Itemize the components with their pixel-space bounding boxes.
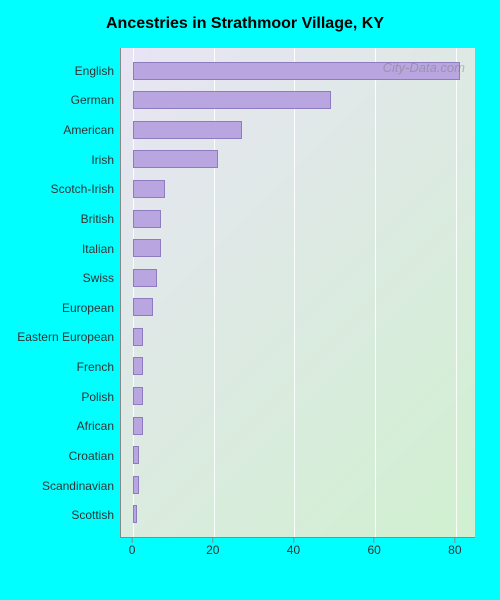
y-axis-label: Italian xyxy=(10,239,120,259)
bar xyxy=(133,210,161,228)
bar-row xyxy=(121,179,475,199)
plot-area xyxy=(120,48,475,538)
x-axis-tick: 20 xyxy=(206,538,219,557)
bar xyxy=(133,121,242,139)
x-axis-tick: 80 xyxy=(448,538,461,557)
bar-row xyxy=(121,416,475,436)
y-axis-label: Irish xyxy=(10,150,120,170)
y-axis-label: English xyxy=(10,61,120,81)
chart-container: Ancestries in Strathmoor Village, KY Cit… xyxy=(0,0,500,600)
chart-title: Ancestries in Strathmoor Village, KY xyxy=(10,15,480,33)
bar-row xyxy=(121,209,475,229)
bar-row xyxy=(121,238,475,258)
y-axis-label: American xyxy=(10,120,120,140)
bar xyxy=(133,150,218,168)
bar xyxy=(133,328,143,346)
y-axis-label: Eastern European xyxy=(10,327,120,347)
x-axis-tick-label: 0 xyxy=(129,543,136,557)
bar xyxy=(133,357,143,375)
y-axis-label: Scottish xyxy=(10,505,120,525)
bar xyxy=(133,62,460,80)
bar-row xyxy=(121,475,475,495)
bar xyxy=(133,476,139,494)
y-axis-label: Scandinavian xyxy=(10,476,120,496)
bar xyxy=(133,298,153,316)
x-axis-tick: 40 xyxy=(287,538,300,557)
bar xyxy=(133,239,161,257)
y-axis-label: Swiss xyxy=(10,268,120,288)
x-axis-tick-label: 40 xyxy=(287,543,300,557)
x-axis: 0 20 40 60 80 xyxy=(120,538,475,563)
bar xyxy=(133,91,331,109)
bar-row xyxy=(121,356,475,376)
bar-row xyxy=(121,149,475,169)
bar xyxy=(133,505,137,523)
bar xyxy=(133,269,157,287)
bars-group xyxy=(121,48,475,537)
bar-row xyxy=(121,61,475,81)
y-axis-label: European xyxy=(10,298,120,318)
bar-row xyxy=(121,120,475,140)
chart-body: English German American Irish Scotch-Irish Br… xyxy=(10,48,480,538)
bar-row xyxy=(121,268,475,288)
bar-row xyxy=(121,504,475,524)
bar-row xyxy=(121,445,475,465)
y-axis-label: Croatian xyxy=(10,446,120,466)
y-axis-labels: English German American Irish Scotch-Irish Br… xyxy=(10,48,120,538)
y-axis-label: French xyxy=(10,357,120,377)
x-axis-tick: 0 xyxy=(129,538,136,557)
x-axis-row: 0 20 40 60 80 xyxy=(10,538,480,563)
x-axis-tick: 60 xyxy=(367,538,380,557)
x-axis-tick-label: 20 xyxy=(206,543,219,557)
bar xyxy=(133,180,165,198)
bar-row xyxy=(121,297,475,317)
bar-row xyxy=(121,90,475,110)
y-axis-label: Scotch-Irish xyxy=(10,179,120,199)
x-axis-tick-label: 80 xyxy=(448,543,461,557)
y-axis-label: German xyxy=(10,90,120,110)
x-axis-tick-label: 60 xyxy=(367,543,380,557)
y-axis-label: African xyxy=(10,416,120,436)
x-axis-spacer xyxy=(10,538,120,563)
bar xyxy=(133,417,143,435)
y-axis-label: Polish xyxy=(10,387,120,407)
bar xyxy=(133,387,143,405)
bar xyxy=(133,446,139,464)
bar-row xyxy=(121,327,475,347)
bar-row xyxy=(121,386,475,406)
y-axis-label: British xyxy=(10,209,120,229)
